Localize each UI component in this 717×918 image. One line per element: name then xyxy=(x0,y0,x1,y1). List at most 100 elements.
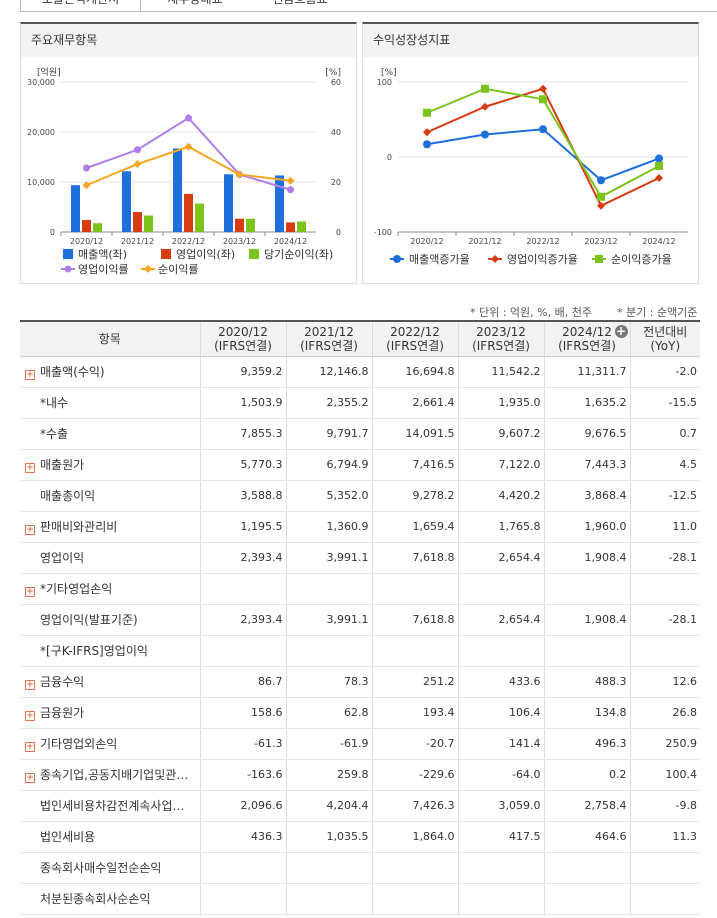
value-cell: 7,855.3 xyxy=(199,418,286,450)
value-cell: 4,420.2 xyxy=(457,480,544,512)
value-cell xyxy=(457,573,544,605)
value-cell: 1,908.4 xyxy=(543,604,630,636)
bar-2 xyxy=(144,215,153,232)
row-label-cell[interactable]: + 매출액(수익) xyxy=(20,356,200,388)
legend-label: 순이익증가율 xyxy=(611,253,672,266)
line-point xyxy=(423,108,431,117)
value-cell: 2,393.4 xyxy=(199,604,286,636)
expand-row-icon[interactable]: + xyxy=(25,711,35,721)
value-cell: 1,195.5 xyxy=(199,511,286,543)
line-point xyxy=(655,154,663,163)
value-cell: -61.9 xyxy=(285,728,372,760)
row-label: 처분된종속회사순손익 xyxy=(40,892,151,906)
header-line1: 2020/12 xyxy=(218,324,268,339)
row-label-cell: *수출 xyxy=(20,418,200,450)
bar-0 xyxy=(71,185,80,232)
value-cell: -61.3 xyxy=(199,728,286,760)
value-cell xyxy=(457,852,544,884)
tab-income-statement[interactable]: 포괄손익계산서 xyxy=(20,0,141,12)
value-cell: 5,352.0 xyxy=(285,480,372,512)
header-line1: 전년대비 xyxy=(643,324,688,339)
yoy-cell: 250.9 xyxy=(629,728,700,760)
expand-row-icon[interactable]: + xyxy=(25,525,35,535)
value-cell xyxy=(199,573,286,605)
expand-row-icon[interactable]: + xyxy=(25,773,35,783)
header-period: 2022/12 (IFRS연결) xyxy=(371,321,458,357)
bar-1 xyxy=(82,220,91,232)
row-label: 금융수익 xyxy=(40,675,85,689)
legend-label: 매출액증가율 xyxy=(409,253,470,266)
value-cell xyxy=(285,883,372,915)
x-tick-label: 2024/12 xyxy=(642,237,675,246)
tab-cash-flow[interactable]: 현금흐름표 xyxy=(270,0,330,12)
value-cell: 1,035.5 xyxy=(285,821,372,853)
tab-balance-sheet[interactable]: 재무상태표 xyxy=(165,0,225,12)
row-label: 법인세비용 xyxy=(40,830,96,844)
yoy-cell: 100.4 xyxy=(629,759,700,791)
row-label-cell[interactable]: + 기타영업외손익 xyxy=(20,728,200,760)
expand-row-icon[interactable]: + xyxy=(25,742,35,752)
value-cell: -20.7 xyxy=(371,728,458,760)
yoy-cell xyxy=(629,883,700,915)
table-row: 처분된종속회사순손익 xyxy=(20,883,700,915)
yoy-cell: 12.6 xyxy=(629,666,700,698)
line-point xyxy=(597,201,605,210)
line-point xyxy=(185,114,192,122)
row-label-cell[interactable]: + 금융수익 xyxy=(20,666,200,698)
bar-2 xyxy=(93,223,102,232)
line-point xyxy=(134,146,141,154)
expand-columns-icon[interactable]: + xyxy=(614,324,628,338)
expand-row-icon[interactable]: + xyxy=(25,680,35,690)
line-series-0 xyxy=(426,128,660,182)
value-cell: 1,635.2 xyxy=(543,387,630,419)
value-cell xyxy=(543,573,630,605)
bar-0 xyxy=(224,174,233,232)
value-cell: 7,426.3 xyxy=(371,790,458,822)
value-cell: -229.6 xyxy=(371,759,458,791)
yoy-cell: 11.0 xyxy=(629,511,700,543)
value-cell: 7,122.0 xyxy=(457,449,544,481)
key-financials-title: 주요재무항목 xyxy=(21,24,356,57)
line-point xyxy=(655,162,663,170)
header-line2: (YoY) xyxy=(650,338,681,353)
bar-2 xyxy=(195,203,204,232)
growth-title: 수익성장성지표 xyxy=(363,24,698,57)
value-cell: 0.2 xyxy=(543,759,630,791)
y2-tick-label: 20 xyxy=(331,178,341,187)
row-label-cell[interactable]: + 금융원가 xyxy=(20,697,200,729)
value-cell: 3,991.1 xyxy=(285,604,372,636)
line-point xyxy=(287,186,294,194)
table-row: 법인세비용 436.3 1,035.5 1,864.0 417.5 464.6 11.3 xyxy=(20,821,700,853)
value-cell xyxy=(457,883,544,915)
line-series-2 xyxy=(426,87,660,199)
row-label-cell[interactable]: + *기타영업손익 xyxy=(20,573,200,605)
expand-row-icon[interactable]: + xyxy=(25,587,35,597)
value-cell: 496.3 xyxy=(543,728,630,760)
row-label-cell[interactable]: + 종속기업,공동지배기업및관… xyxy=(20,759,200,791)
expand-row-icon[interactable]: + xyxy=(25,463,35,473)
row-label: *내수 xyxy=(40,396,69,410)
row-label-cell[interactable]: + 판매비와관리비 xyxy=(20,511,200,543)
bar-0 xyxy=(122,171,131,232)
row-label: *기타영업손익 xyxy=(40,582,113,596)
line-point xyxy=(83,164,90,172)
line-point xyxy=(597,192,605,201)
line-point xyxy=(423,128,431,137)
value-cell xyxy=(199,852,286,884)
x-tick-label: 2020/12 xyxy=(70,237,103,246)
value-cell: 251.2 xyxy=(371,666,458,698)
table-row: + 금융수익 86.7 78.3 251.2 433.6 488.3 12.6 xyxy=(20,666,700,698)
yoy-cell: 4.5 xyxy=(629,449,700,481)
yoy-cell: -2.0 xyxy=(629,356,700,388)
row-label-cell[interactable]: + 매출원가 xyxy=(20,449,200,481)
bar-0 xyxy=(173,148,182,232)
value-cell: 2,758.4 xyxy=(543,790,630,822)
value-cell: 141.4 xyxy=(457,728,544,760)
yoy-cell: -15.5 xyxy=(629,387,700,419)
y-tick-label: 20,000 xyxy=(27,128,55,137)
expand-row-icon[interactable]: + xyxy=(25,370,35,380)
row-label-cell: 영업이익 xyxy=(20,542,200,574)
value-cell: 134.8 xyxy=(543,697,630,729)
key-financials-chart: [억원] [%] 0 10,000 20,000 30,000 0 20 40 60 2020/12… xyxy=(27,66,341,276)
value-cell: 3,991.1 xyxy=(285,542,372,574)
